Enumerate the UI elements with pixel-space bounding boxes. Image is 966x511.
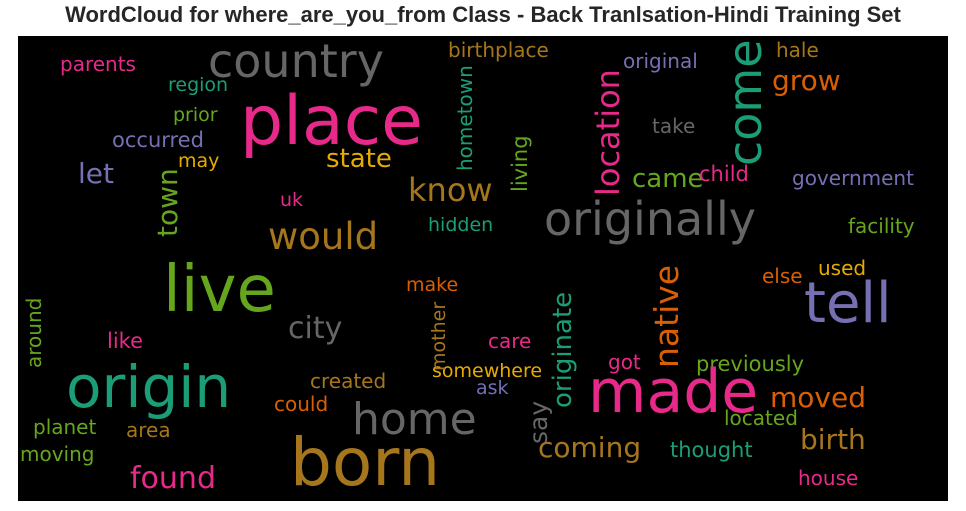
word-home: home (352, 394, 477, 445)
word-original: original (623, 49, 698, 73)
word-region: region (168, 74, 229, 96)
word-created: created (310, 369, 387, 393)
word-came: came (632, 164, 704, 194)
word-moving: moving (20, 442, 95, 466)
word-house: house (798, 466, 859, 490)
word-originate: originate (548, 291, 578, 408)
word-hometown: hometown (453, 65, 477, 171)
word-facility: facility (848, 214, 915, 238)
word-used: used (818, 256, 867, 280)
word-area: area (126, 418, 171, 442)
word-planet: planet (33, 415, 97, 439)
word-got: got (608, 350, 641, 374)
word-native: native (647, 264, 686, 368)
word-say: say (524, 400, 553, 444)
word-know: know (408, 171, 493, 209)
word-hale: hale (776, 38, 819, 62)
word-uk: uk (280, 189, 304, 211)
word-take: take (652, 114, 696, 138)
word-make: make (406, 274, 459, 296)
word-cloud: country place grow hale birthplace origi… (18, 36, 948, 501)
word-located: located (724, 406, 798, 430)
word-live: live (163, 253, 276, 327)
word-town: town (151, 168, 184, 237)
word-coming: coming (538, 431, 642, 464)
word-hidden: hidden (428, 214, 494, 236)
word-moved: moved (770, 381, 866, 414)
word-birthplace: birthplace (448, 38, 549, 62)
word-government: government (792, 166, 914, 190)
word-may: may (178, 150, 220, 172)
word-child: child (699, 162, 749, 186)
word-state: state (326, 144, 392, 174)
word-origin: origin (66, 353, 232, 421)
word-occurred: occurred (112, 128, 204, 152)
word-prior: prior (173, 104, 218, 126)
word-ask: ask (476, 377, 509, 399)
word-come: come (718, 39, 772, 166)
word-mother: mother (428, 301, 450, 371)
word-place: place (240, 82, 423, 161)
word-found: found (130, 461, 216, 496)
word-made: made (588, 357, 759, 427)
word-thought: thought (670, 438, 753, 462)
word-parents: parents (60, 52, 136, 76)
word-grow: grow (772, 64, 841, 97)
word-would: would (268, 215, 379, 258)
word-let: let (78, 157, 114, 190)
word-born: born (290, 424, 441, 501)
word-care: care (488, 329, 532, 353)
word-around: around (22, 297, 46, 368)
chart-title: WordCloud for where_are_you_from Class -… (65, 2, 901, 27)
word-country: country (208, 36, 384, 88)
word-city: city (288, 311, 343, 346)
word-location: location (589, 69, 627, 196)
word-could: could (274, 392, 329, 416)
word-living: living (508, 135, 532, 192)
word-originally: originally (544, 192, 756, 246)
word-birth: birth (800, 423, 866, 456)
word-somewhere: somewhere (432, 360, 543, 382)
word-else: else (762, 264, 803, 288)
word-tell: tell (804, 271, 892, 336)
word-like: like (107, 329, 144, 353)
word-previously: previously (696, 352, 805, 376)
